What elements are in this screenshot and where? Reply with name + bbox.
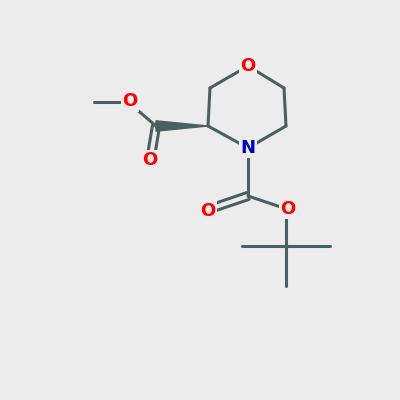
Text: N: N [240,139,256,157]
Text: O: O [122,92,138,110]
Text: O: O [200,202,216,220]
Polygon shape [156,121,208,131]
Text: O: O [142,151,158,169]
Text: O: O [240,57,256,75]
Text: O: O [280,200,296,218]
